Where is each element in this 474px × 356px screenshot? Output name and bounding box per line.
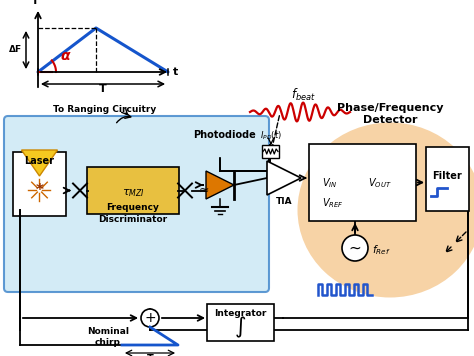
Text: +: +: [144, 311, 156, 325]
Text: $\tau_{MZI}$: $\tau_{MZI}$: [122, 187, 145, 199]
FancyBboxPatch shape: [87, 167, 179, 214]
FancyBboxPatch shape: [207, 304, 274, 341]
Text: Photodiode: Photodiode: [193, 130, 256, 140]
Text: Nominal
chirp: Nominal chirp: [87, 327, 129, 347]
Text: Integrator: Integrator: [214, 309, 267, 319]
Text: f: f: [33, 0, 37, 6]
Text: $V_{OUT}$: $V_{OUT}$: [368, 176, 392, 190]
Circle shape: [342, 235, 368, 261]
Ellipse shape: [298, 122, 474, 298]
FancyBboxPatch shape: [262, 145, 279, 158]
Text: ΔF: ΔF: [9, 46, 23, 54]
Text: α: α: [60, 49, 70, 63]
Polygon shape: [206, 171, 234, 199]
Text: Laser: Laser: [25, 156, 55, 166]
Text: $V_{IN}$: $V_{IN}$: [322, 176, 337, 190]
Text: $V_{REF}$: $V_{REF}$: [322, 196, 344, 210]
FancyBboxPatch shape: [13, 152, 66, 216]
Text: ≈: ≈: [199, 184, 209, 197]
Text: *: *: [36, 183, 44, 198]
Text: T: T: [146, 354, 154, 356]
Polygon shape: [267, 161, 301, 195]
FancyBboxPatch shape: [4, 116, 269, 292]
Text: $f_{beat}$: $f_{beat}$: [291, 87, 316, 103]
Text: T: T: [99, 84, 107, 94]
Text: ~: ~: [348, 241, 361, 256]
Text: TIA: TIA: [276, 198, 292, 206]
Text: ∫: ∫: [235, 316, 246, 337]
Text: Filter: Filter: [433, 171, 462, 181]
Text: Phase/Frequency: Phase/Frequency: [337, 103, 443, 113]
Text: To Ranging Circuitry: To Ranging Circuitry: [54, 105, 156, 115]
Text: Frequency: Frequency: [107, 204, 159, 213]
FancyBboxPatch shape: [426, 147, 469, 211]
FancyBboxPatch shape: [309, 144, 416, 221]
Polygon shape: [21, 150, 57, 176]
Text: Discriminator: Discriminator: [99, 215, 168, 225]
Text: $I_{PD}(t)$: $I_{PD}(t)$: [260, 130, 282, 142]
Text: t: t: [173, 67, 178, 77]
Text: Detector: Detector: [363, 115, 417, 125]
Circle shape: [141, 309, 159, 327]
Text: $f_{Ref}$: $f_{Ref}$: [372, 243, 391, 257]
